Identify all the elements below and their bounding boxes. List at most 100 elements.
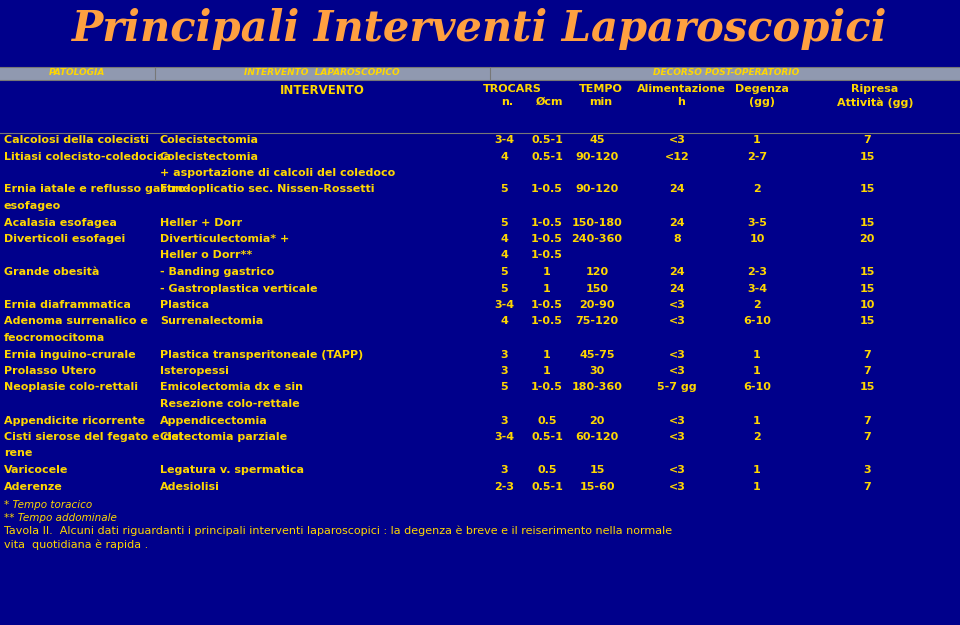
Text: 240-360: 240-360 <box>571 234 622 244</box>
Text: Grande obesità: Grande obesità <box>4 267 100 277</box>
Text: 7: 7 <box>863 416 871 426</box>
Text: Legatura v. spermatica: Legatura v. spermatica <box>160 465 304 475</box>
Text: Ripresa: Ripresa <box>852 84 899 94</box>
Text: 150: 150 <box>586 284 609 294</box>
Text: <3: <3 <box>668 481 685 491</box>
Text: Degenza: Degenza <box>735 84 789 94</box>
Text: 75-120: 75-120 <box>575 316 618 326</box>
Text: Heller + Dorr: Heller + Dorr <box>160 217 242 227</box>
Text: 1-0.5: 1-0.5 <box>531 184 563 194</box>
Text: Tavola II.  Alcuni dati riguardanti i principali interventi laparoscopici : la d: Tavola II. Alcuni dati riguardanti i pri… <box>4 526 672 536</box>
Text: Ernia diaframmatica: Ernia diaframmatica <box>4 300 131 310</box>
Text: 1-0.5: 1-0.5 <box>531 234 563 244</box>
Text: 0.5-1: 0.5-1 <box>531 151 563 161</box>
Text: 15: 15 <box>859 316 875 326</box>
Text: 45: 45 <box>589 135 605 145</box>
Text: Cistectomia parziale: Cistectomia parziale <box>160 432 287 442</box>
Text: 24: 24 <box>669 217 684 227</box>
Text: 2-7: 2-7 <box>747 151 767 161</box>
Text: 1-0.5: 1-0.5 <box>531 316 563 326</box>
Text: 2: 2 <box>754 184 761 194</box>
Text: <12: <12 <box>664 151 689 161</box>
Text: 3-5: 3-5 <box>747 217 767 227</box>
Text: 5-7 gg: 5-7 gg <box>658 382 697 392</box>
Text: 24: 24 <box>669 284 684 294</box>
Text: 3-4: 3-4 <box>494 300 514 310</box>
Text: 0.5-1: 0.5-1 <box>531 432 563 442</box>
Text: 24: 24 <box>669 184 684 194</box>
Text: <3: <3 <box>668 316 685 326</box>
Text: 60-120: 60-120 <box>575 432 618 442</box>
Bar <box>0 67 960 80</box>
Text: 20: 20 <box>589 416 605 426</box>
Text: 6-10: 6-10 <box>743 316 771 326</box>
Text: 1: 1 <box>754 481 761 491</box>
Text: 7: 7 <box>863 366 871 376</box>
Text: 1: 1 <box>754 135 761 145</box>
Text: 4: 4 <box>500 251 508 261</box>
Text: esofageo: esofageo <box>4 201 61 211</box>
Text: 15: 15 <box>859 151 875 161</box>
Text: 1: 1 <box>543 366 551 376</box>
Text: Prolasso Utero: Prolasso Utero <box>4 366 96 376</box>
Text: <3: <3 <box>668 135 685 145</box>
Text: 1: 1 <box>543 267 551 277</box>
Text: 1: 1 <box>543 349 551 359</box>
Text: 7: 7 <box>863 135 871 145</box>
Text: 4: 4 <box>500 151 508 161</box>
Text: min: min <box>589 97 612 107</box>
Text: n.: n. <box>501 97 513 107</box>
Text: 6-10: 6-10 <box>743 382 771 392</box>
Text: Appendicectomia: Appendicectomia <box>160 416 268 426</box>
Text: 3: 3 <box>863 465 871 475</box>
Text: 15: 15 <box>859 267 875 277</box>
Text: 3: 3 <box>500 465 508 475</box>
Text: 2: 2 <box>754 432 761 442</box>
Text: 90-120: 90-120 <box>575 151 618 161</box>
Text: Attività (gg): Attività (gg) <box>837 97 913 108</box>
Text: Principali Interventi Laparoscopici: Principali Interventi Laparoscopici <box>72 8 888 50</box>
Text: 7: 7 <box>863 481 871 491</box>
Text: 4: 4 <box>500 316 508 326</box>
Text: 1: 1 <box>754 465 761 475</box>
Text: 5: 5 <box>500 382 508 392</box>
Text: 5: 5 <box>500 184 508 194</box>
Text: 3-4: 3-4 <box>747 284 767 294</box>
Text: rene: rene <box>4 449 33 459</box>
Text: Plastica transperitoneale (TAPP): Plastica transperitoneale (TAPP) <box>160 349 363 359</box>
Text: 0.5-1: 0.5-1 <box>531 135 563 145</box>
Text: 8: 8 <box>673 234 681 244</box>
Text: Resezione colo-rettale: Resezione colo-rettale <box>160 399 300 409</box>
Text: 120: 120 <box>586 267 609 277</box>
Text: 180-360: 180-360 <box>571 382 622 392</box>
Text: Appendicite ricorrente: Appendicite ricorrente <box>4 416 145 426</box>
Text: Neoplasie colo-rettali: Neoplasie colo-rettali <box>4 382 138 392</box>
Text: Cisti sierose del fegato e del: Cisti sierose del fegato e del <box>4 432 182 442</box>
Text: Isteropessi: Isteropessi <box>160 366 228 376</box>
Text: 2: 2 <box>754 300 761 310</box>
Text: * Tempo toracico: * Tempo toracico <box>4 500 92 510</box>
Text: INTERVENTO  LAPAROSCOPICO: INTERVENTO LAPAROSCOPICO <box>244 68 399 77</box>
Text: 1-0.5: 1-0.5 <box>531 300 563 310</box>
Text: <3: <3 <box>668 300 685 310</box>
Text: Alimentazione: Alimentazione <box>636 84 726 94</box>
Text: 30: 30 <box>589 366 605 376</box>
Text: 5: 5 <box>500 217 508 227</box>
Text: Litiasi colecisto-coledocica: Litiasi colecisto-coledocica <box>4 151 171 161</box>
Text: 20: 20 <box>859 234 875 244</box>
Text: (gg): (gg) <box>749 97 775 107</box>
Text: 15: 15 <box>589 465 605 475</box>
Text: 1: 1 <box>754 416 761 426</box>
Text: Ernia iatale e reflusso gastro-: Ernia iatale e reflusso gastro- <box>4 184 190 194</box>
Text: Adenoma surrenalico e: Adenoma surrenalico e <box>4 316 148 326</box>
Text: <3: <3 <box>668 432 685 442</box>
Text: DECORSO POST-OPERATORIO: DECORSO POST-OPERATORIO <box>653 68 799 77</box>
Text: Colecistectomia: Colecistectomia <box>160 135 259 145</box>
Text: TROCARS: TROCARS <box>483 84 541 94</box>
Text: 10: 10 <box>750 234 765 244</box>
Text: 3-4: 3-4 <box>494 135 514 145</box>
Text: Plastica: Plastica <box>160 300 209 310</box>
Text: 5: 5 <box>500 267 508 277</box>
Text: 15: 15 <box>859 382 875 392</box>
Text: Heller o Dorr**: Heller o Dorr** <box>160 251 252 261</box>
